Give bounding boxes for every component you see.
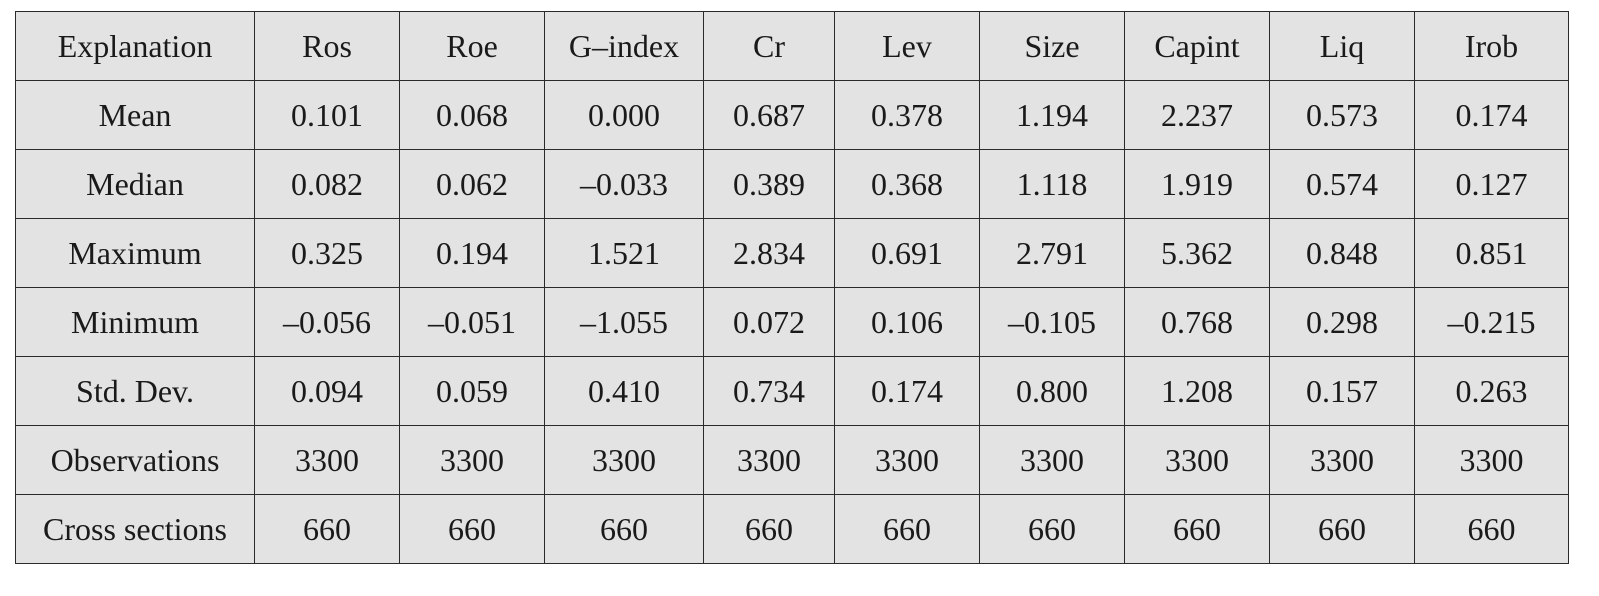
header-cr: Cr xyxy=(703,11,835,81)
cell-liq: 660 xyxy=(1269,494,1415,564)
cell-capint: 1.919 xyxy=(1124,149,1270,219)
cell-roe: 0.068 xyxy=(399,80,545,150)
table-row-std-dev: Std. Dev. 0.094 0.059 0.410 0.734 0.174 0.800 1… xyxy=(15,356,1569,426)
cell-cr: 0.072 xyxy=(703,287,835,357)
table-row-cross-sections: Cross sections 660 660 660 660 660 660 660 660 66… xyxy=(15,494,1569,564)
cell-capint: 660 xyxy=(1124,494,1270,564)
cell-liq: 0.848 xyxy=(1269,218,1415,288)
cell-size: 660 xyxy=(979,494,1125,564)
cell-capint: 2.237 xyxy=(1124,80,1270,150)
cell-ros: 0.082 xyxy=(254,149,400,219)
table-row-minimum: Minimum –0.056 –0.051 –1.055 0.072 0.106 –0.10… xyxy=(15,287,1569,357)
cell-liq: 0.157 xyxy=(1269,356,1415,426)
cell-irob: 0.263 xyxy=(1414,356,1569,426)
row-label: Std. Dev. xyxy=(15,356,255,426)
cell-liq: 0.574 xyxy=(1269,149,1415,219)
header-roe: Roe xyxy=(399,11,545,81)
row-label: Observations xyxy=(15,425,255,495)
cell-cr: 2.834 xyxy=(703,218,835,288)
cell-capint: 1.208 xyxy=(1124,356,1270,426)
table-row-median: Median 0.082 0.062 –0.033 0.389 0.368 1.118 1.9… xyxy=(15,149,1569,219)
header-ros: Ros xyxy=(254,11,400,81)
cell-ros: 660 xyxy=(254,494,400,564)
cell-irob: 0.174 xyxy=(1414,80,1569,150)
statistics-table-container: Explanation Ros Roe G–index Cr Lev Size … xyxy=(15,11,1569,564)
cell-g-index: –1.055 xyxy=(544,287,704,357)
cell-irob: 0.127 xyxy=(1414,149,1569,219)
row-label: Maximum xyxy=(15,218,255,288)
row-label: Median xyxy=(15,149,255,219)
cell-roe: 660 xyxy=(399,494,545,564)
cell-irob: 3300 xyxy=(1414,425,1569,495)
cell-size: 1.118 xyxy=(979,149,1125,219)
cell-ros: 0.325 xyxy=(254,218,400,288)
cell-cr: 0.734 xyxy=(703,356,835,426)
cell-roe: 0.059 xyxy=(399,356,545,426)
cell-ros: –0.056 xyxy=(254,287,400,357)
row-label: Cross sections xyxy=(15,494,255,564)
cell-g-index: 1.521 xyxy=(544,218,704,288)
cell-ros: 3300 xyxy=(254,425,400,495)
cell-cr: 3300 xyxy=(703,425,835,495)
header-size: Size xyxy=(979,11,1125,81)
header-explanation: Explanation xyxy=(15,11,255,81)
cell-lev: 0.174 xyxy=(834,356,980,426)
cell-capint: 5.362 xyxy=(1124,218,1270,288)
cell-lev: 0.378 xyxy=(834,80,980,150)
cell-liq: 3300 xyxy=(1269,425,1415,495)
cell-irob: –0.215 xyxy=(1414,287,1569,357)
cell-size: 0.800 xyxy=(979,356,1125,426)
cell-ros: 0.094 xyxy=(254,356,400,426)
cell-irob: 660 xyxy=(1414,494,1569,564)
cell-capint: 3300 xyxy=(1124,425,1270,495)
cell-lev: 0.368 xyxy=(834,149,980,219)
cell-g-index: 0.000 xyxy=(544,80,704,150)
cell-size: –0.105 xyxy=(979,287,1125,357)
header-lev: Lev xyxy=(834,11,980,81)
cell-capint: 0.768 xyxy=(1124,287,1270,357)
cell-liq: 0.298 xyxy=(1269,287,1415,357)
header-g-index: G–index xyxy=(544,11,704,81)
cell-roe: 0.062 xyxy=(399,149,545,219)
cell-liq: 0.573 xyxy=(1269,80,1415,150)
cell-lev: 0.106 xyxy=(834,287,980,357)
cell-g-index: –0.033 xyxy=(544,149,704,219)
table-row-mean: Mean 0.101 0.068 0.000 0.687 0.378 1.194 2.237 0… xyxy=(15,80,1569,150)
cell-roe: –0.051 xyxy=(399,287,545,357)
cell-g-index: 3300 xyxy=(544,425,704,495)
cell-g-index: 660 xyxy=(544,494,704,564)
header-capint: Capint xyxy=(1124,11,1270,81)
cell-lev: 0.691 xyxy=(834,218,980,288)
cell-g-index: 0.410 xyxy=(544,356,704,426)
cell-cr: 0.687 xyxy=(703,80,835,150)
cell-ros: 0.101 xyxy=(254,80,400,150)
table-row-maximum: Maximum 0.325 0.194 1.521 2.834 0.691 2.791 5.3… xyxy=(15,218,1569,288)
cell-size: 1.194 xyxy=(979,80,1125,150)
header-irob: Irob xyxy=(1414,11,1569,81)
header-liq: Liq xyxy=(1269,11,1415,81)
cell-lev: 660 xyxy=(834,494,980,564)
row-label: Minimum xyxy=(15,287,255,357)
cell-irob: 0.851 xyxy=(1414,218,1569,288)
cell-size: 2.791 xyxy=(979,218,1125,288)
cell-lev: 3300 xyxy=(834,425,980,495)
table-body: Mean 0.101 0.068 0.000 0.687 0.378 1.194 2.237 0… xyxy=(15,80,1569,564)
cell-roe: 3300 xyxy=(399,425,545,495)
descriptive-statistics-table: Explanation Ros Roe G–index Cr Lev Size … xyxy=(15,11,1569,564)
cell-cr: 660 xyxy=(703,494,835,564)
cell-roe: 0.194 xyxy=(399,218,545,288)
cell-size: 3300 xyxy=(979,425,1125,495)
table-row-observations: Observations 3300 3300 3300 3300 3300 3300 3300… xyxy=(15,425,1569,495)
row-label: Mean xyxy=(15,80,255,150)
cell-cr: 0.389 xyxy=(703,149,835,219)
header-row: Explanation Ros Roe G–index Cr Lev Size … xyxy=(15,11,1569,81)
